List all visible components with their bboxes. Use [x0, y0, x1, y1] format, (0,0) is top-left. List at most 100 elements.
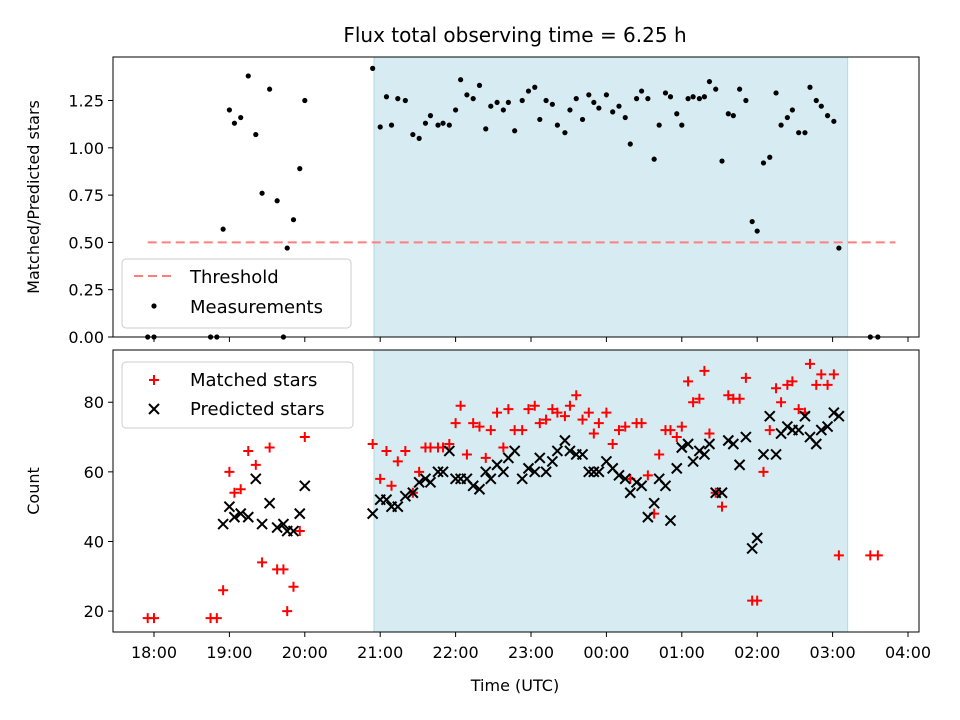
measurement-point [453, 107, 459, 113]
measurement-point [737, 86, 743, 92]
matched-star-point [758, 466, 769, 477]
measurement-point [767, 154, 773, 160]
matched-star-point [278, 564, 289, 575]
measurement-point [470, 96, 476, 102]
bottom-xtick-label: 21:00 [357, 643, 403, 662]
matched-star-point [665, 425, 676, 436]
measurement-point [458, 77, 464, 83]
measurement-point [690, 94, 696, 100]
measurement-point [749, 218, 755, 225]
bottom-legend: Matched stars Predicted stars [121, 361, 354, 429]
legend-predicted-label: Predicted stars [190, 399, 324, 420]
matched-star-point [547, 404, 558, 415]
measurement-point [151, 334, 157, 340]
bottom-ytick-label: 20 [84, 602, 104, 621]
predicted-star-point [551, 445, 564, 457]
matched-star-point [811, 379, 822, 390]
matched-star-point [676, 421, 687, 432]
measurement-point [610, 109, 616, 115]
predicted-star-point [263, 497, 276, 509]
measurement-point [622, 114, 628, 121]
predicted-star-point [576, 448, 589, 461]
matched-star-point [793, 404, 804, 415]
measurement-point [464, 92, 470, 98]
measurement-point [554, 122, 560, 128]
predicted-star-point [413, 476, 425, 489]
matched-star-point [782, 379, 793, 390]
legend-measurements-swatch [151, 303, 157, 309]
matched-star-point [804, 358, 815, 369]
matched-star-point [400, 445, 411, 456]
measurement-point [207, 334, 214, 340]
predicted-star-point [223, 500, 236, 513]
predicted-star-point [228, 511, 241, 523]
matched-star-point [288, 581, 299, 592]
measurement-point [512, 128, 518, 134]
measurement-point [267, 86, 273, 92]
predicted-star-point [277, 518, 290, 530]
bottom-ytick-label: 80 [84, 393, 104, 412]
predicted-star-point [733, 459, 746, 471]
matched-star-point [671, 432, 682, 443]
matched-star-point [523, 404, 534, 415]
matched-star-point [642, 470, 653, 481]
predicted-star-point [424, 476, 437, 489]
matched-star-point [492, 407, 503, 418]
matched-star-point [688, 397, 699, 408]
predicted-star-point [449, 473, 462, 485]
matched-star-point [450, 418, 461, 429]
matched-star-point [529, 400, 540, 411]
measurement-point [302, 97, 308, 104]
predicted-star-point [810, 438, 822, 450]
predicted-star-point [583, 466, 595, 478]
predicted-star-point [671, 462, 683, 475]
matched-star-point [816, 369, 827, 380]
matched-star-point [752, 595, 763, 606]
predicted-star-point [703, 438, 716, 450]
measurement-point [701, 94, 708, 100]
measurement-point [651, 156, 657, 162]
legend-threshold-label: Threshold [189, 267, 279, 288]
predicted-star-point [534, 452, 546, 464]
predicted-star-point [792, 424, 805, 436]
measurement-point [875, 334, 881, 340]
predicted-star-point [619, 473, 631, 485]
matched-star-point [534, 418, 545, 429]
predicted-star-point [781, 420, 794, 433]
top-ytick-label: 0.25 [68, 281, 104, 300]
matched-star-point [218, 585, 229, 596]
predicted-star-point [833, 410, 845, 422]
measurement-point [377, 124, 383, 130]
matched-star-point [485, 425, 496, 436]
matched-star-point [224, 466, 235, 477]
matched-star-point [723, 390, 734, 401]
predicted-star-point [419, 473, 432, 485]
predicted-star-point [828, 406, 840, 419]
matched-star-point [243, 445, 254, 456]
predicted-star-point [559, 434, 571, 447]
measurement-point [596, 105, 602, 111]
matched-star-point [517, 425, 528, 436]
matched-star-point [683, 376, 694, 387]
predicted-star-point [399, 490, 412, 502]
predicted-star-point [540, 466, 552, 478]
predicted-star-point [630, 476, 643, 489]
measurement-point [836, 245, 842, 251]
measurement-point [505, 99, 511, 106]
measurement-point [573, 96, 579, 102]
predicted-star-point [693, 445, 706, 457]
legend-predicted-swatch [148, 403, 160, 415]
bottom-xtick-label: 02:00 [734, 643, 780, 662]
matched-star-point [299, 432, 310, 443]
predicted-star-point [659, 480, 672, 492]
predicted-star-point [299, 480, 311, 492]
bottom-xtick-label: 19:00 [206, 643, 252, 662]
predicted-star-point [480, 466, 492, 478]
measurement-point [802, 130, 808, 136]
matched-star-point [444, 439, 455, 449]
bottom-xtick-label: 22:00 [433, 643, 479, 662]
matched-star-point [381, 445, 392, 456]
measurement-point [231, 120, 238, 126]
measurement-point [488, 103, 494, 109]
